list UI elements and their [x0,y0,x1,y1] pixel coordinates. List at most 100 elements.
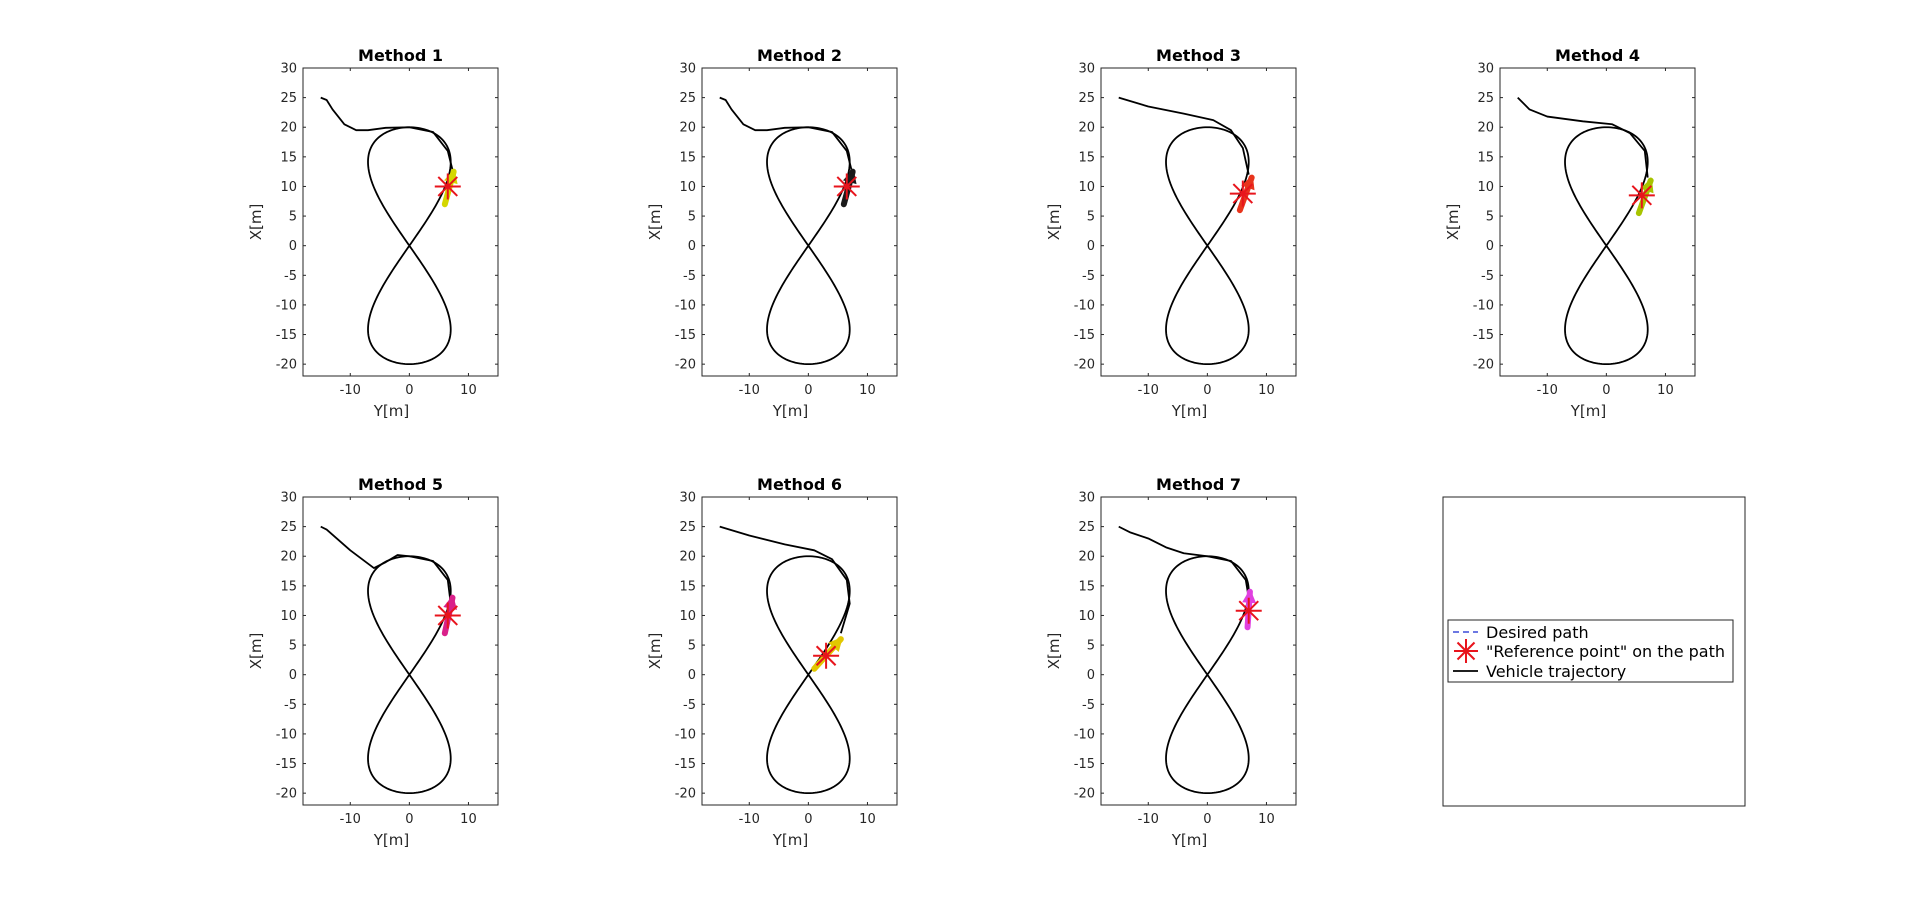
y-tick-label: 5 [289,210,297,225]
y-tick-label: 10 [679,609,696,624]
y-axis-label: X[m] [646,204,664,241]
axes-box [701,496,898,806]
x-tick-label: 0 [1203,383,1211,398]
x-tick-label: 0 [804,812,812,827]
y-axis-label: X[m] [1045,204,1063,241]
y-tick-label: 20 [1078,121,1095,136]
x-axis-label: Y[m] [1570,402,1606,420]
y-tick-label: 25 [1477,91,1494,106]
x-tick-label: -10 [340,383,361,398]
legend-desired-path-label: Desired path [1486,623,1589,642]
y-tick-label: -5 [284,269,297,284]
y-tick-label: 20 [280,550,297,565]
y-tick-label: -15 [276,757,297,772]
axes-box [1100,67,1297,377]
legend-panel: Desired path "Reference point" on the pa… [1442,496,1746,807]
y-tick-label: -20 [675,787,696,802]
y-tick-label: -20 [1473,358,1494,373]
figure-eight-path [766,126,851,366]
y-tick-label: 30 [1477,62,1494,77]
y-tick-label: 15 [679,150,696,165]
x-tick-label: 0 [1203,812,1211,827]
x-tick-label: -10 [739,812,760,827]
y-tick-label: -5 [1082,698,1095,713]
y-tick-label: 15 [1078,150,1095,165]
y-tick-label: 30 [280,62,297,77]
y-tick-label: 10 [1477,180,1494,195]
subplot-4: Method 4 30 25 20 15 10 5 0 -5 -10 -15 -20 -10 0 10 Y[m… [1444,46,1696,420]
x-axis-label: Y[m] [1171,402,1207,420]
vehicle-trajectory-line [320,525,452,604]
x-tick-label: -10 [340,812,361,827]
x-tick-label: 0 [405,383,413,398]
y-tick-label: 0 [688,668,696,683]
legend-reference-point-label: "Reference point" on the path [1486,642,1725,661]
y-tick-label: 25 [1078,520,1095,535]
x-tick-label: 10 [859,812,876,827]
y-tick-label: -10 [276,727,297,742]
y-axis-label: X[m] [247,204,265,241]
legend-box [1447,619,1734,683]
x-tick-label: 10 [1258,383,1275,398]
subplot-title: Method 5 [358,475,443,494]
figure-eight-path [367,555,452,795]
figure-eight-path [766,555,851,795]
y-tick-label: 20 [280,121,297,136]
y-tick-label: 30 [280,491,297,506]
reference-point-marker [434,173,461,200]
y-tick-label: 25 [679,91,696,106]
y-tick-label: 25 [280,520,297,535]
x-axis-label: Y[m] [772,402,808,420]
vehicle-trajectory-line [719,96,854,175]
y-tick-label: 15 [280,150,297,165]
x-tick-label: -10 [1537,383,1558,398]
vehicle-arrow-head [1242,588,1257,604]
x-axis-label: Y[m] [772,831,808,849]
legend-trajectory-label: Vehicle trajectory [1486,662,1626,681]
y-tick-label: -15 [675,328,696,343]
subplot-1: Method 1 30 25 20 15 10 5 0 -5 -10 -15 -20 -10 0 10 Y[m… [247,46,499,420]
x-axis-label: Y[m] [373,831,409,849]
y-tick-label: -10 [675,727,696,742]
y-tick-label: -5 [1481,269,1494,284]
y-tick-label: 0 [1087,668,1095,683]
subplot-3: Method 3 30 25 20 15 10 5 0 -5 -10 -15 -20 -10 0 10 Y[m… [1045,46,1297,420]
y-tick-label: -5 [1082,269,1095,284]
y-tick-label: 25 [280,91,297,106]
vehicle-trajectory-line [1118,96,1250,175]
subplot-title: Method 3 [1156,46,1241,65]
vehicle-arrow-head [443,594,458,610]
subplot-title: Method 4 [1555,46,1640,65]
y-tick-label: -20 [276,787,297,802]
figure-eight-path [1165,126,1250,366]
y-tick-label: -15 [276,328,297,343]
reference-point-marker [813,642,840,669]
y-tick-label: 0 [289,668,297,683]
y-tick-label: -15 [675,757,696,772]
y-tick-label: 5 [688,639,696,654]
y-axis-label: X[m] [1045,633,1063,670]
y-tick-label: 20 [1477,121,1494,136]
figure-eight-path [367,126,452,366]
x-tick-label: 10 [460,812,477,827]
y-tick-label: 30 [1078,491,1095,506]
subplot-grid: Method 1 30 25 20 15 10 5 0 -5 -10 -15 -20 -10 0 10 Y[m… [247,46,1696,849]
y-tick-label: -10 [1074,298,1095,313]
y-tick-label: 15 [679,579,696,594]
vehicle-trajectory-line [1118,525,1250,598]
x-tick-label: 10 [859,383,876,398]
y-tick-label: -20 [1074,358,1095,373]
axes-box [302,496,499,806]
vehicle-arrow-head [1640,177,1654,194]
x-axis-label: Y[m] [1171,831,1207,849]
y-tick-label: -20 [1074,787,1095,802]
axes-box [1499,67,1696,377]
y-tick-label: 15 [1078,579,1095,594]
reference-point-marker [1235,597,1262,624]
y-tick-label: -15 [1074,757,1095,772]
subplot-7: Method 7 30 25 20 15 10 5 0 -5 -10 -15 -20 -10 0 10 Y[m… [1045,475,1297,849]
axes-box [1100,496,1297,806]
y-tick-label: -5 [683,698,696,713]
y-axis-label: X[m] [1444,204,1462,241]
